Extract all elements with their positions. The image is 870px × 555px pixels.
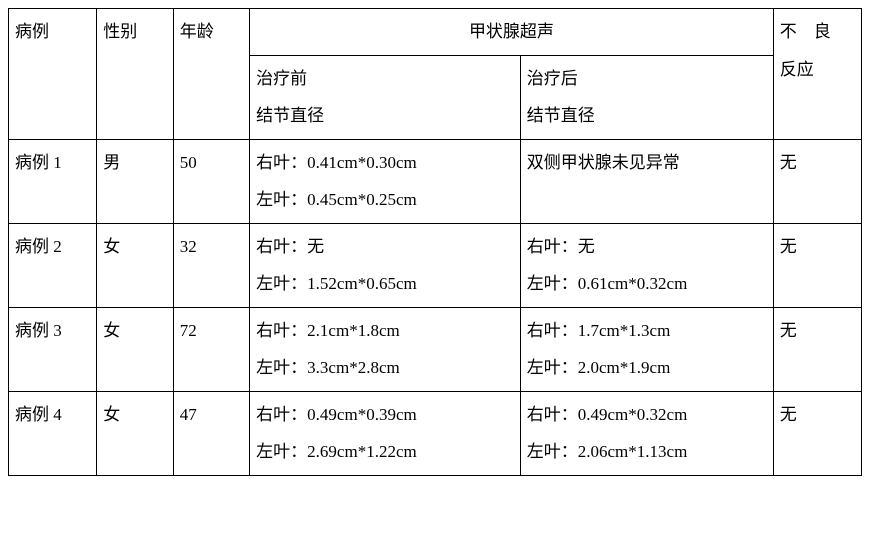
cell-age: 47 xyxy=(173,391,249,475)
header-adverse-line2: 反应 xyxy=(780,57,855,83)
cell-sex: 女 xyxy=(97,223,173,307)
cell-before: 右叶：2.1cm*1.8cm 左叶：3.3cm*2.8cm xyxy=(250,307,521,391)
header-after: 治疗后 结节直径 xyxy=(520,55,773,139)
cell-age: 50 xyxy=(173,139,249,223)
header-ultrasound: 甲状腺超声 xyxy=(250,9,774,56)
table-row: 病例 4 女 47 右叶：0.49cm*0.39cm 左叶：2.69cm*1.2… xyxy=(9,391,862,475)
cell-after-right: 右叶：无 xyxy=(527,234,767,260)
cell-after-left: 左叶：2.0cm*1.9cm xyxy=(527,355,767,381)
cell-before-left: 左叶：1.52cm*0.65cm xyxy=(256,271,514,297)
header-adverse-line1: 不 良 xyxy=(780,19,855,45)
cell-before-right: 右叶：无 xyxy=(256,234,514,260)
header-age: 年龄 xyxy=(173,9,249,140)
cell-after-left: 左叶：0.61cm*0.32cm xyxy=(527,271,767,297)
cell-age: 32 xyxy=(173,223,249,307)
cell-adverse: 无 xyxy=(773,223,861,307)
cell-case: 病例 1 xyxy=(9,139,97,223)
cell-after-left: 左叶：2.06cm*1.13cm xyxy=(527,439,767,465)
table-row: 病例 3 女 72 右叶：2.1cm*1.8cm 左叶：3.3cm*2.8cm … xyxy=(9,307,862,391)
cell-before-left: 左叶：2.69cm*1.22cm xyxy=(256,439,514,465)
cell-adverse: 无 xyxy=(773,139,861,223)
cell-after: 右叶：1.7cm*1.3cm 左叶：2.0cm*1.9cm xyxy=(520,307,773,391)
header-before-line2: 结节直径 xyxy=(256,103,514,129)
cell-age: 72 xyxy=(173,307,249,391)
header-sex: 性别 xyxy=(97,9,173,140)
cell-after: 右叶：0.49cm*0.32cm 左叶：2.06cm*1.13cm xyxy=(520,391,773,475)
cell-before-right: 右叶：2.1cm*1.8cm xyxy=(256,318,514,344)
header-adverse: 不 良 反应 xyxy=(773,9,861,140)
cell-before-right: 右叶：0.49cm*0.39cm xyxy=(256,402,514,428)
cell-after-right: 右叶：1.7cm*1.3cm xyxy=(527,318,767,344)
header-before-line1: 治疗前 xyxy=(256,66,514,92)
header-after-line1: 治疗后 xyxy=(527,66,767,92)
cell-before-left: 左叶：3.3cm*2.8cm xyxy=(256,355,514,381)
header-row-1: 病例 性别 年龄 甲状腺超声 不 良 反应 xyxy=(9,9,862,56)
cell-sex: 女 xyxy=(97,391,173,475)
cell-adverse: 无 xyxy=(773,307,861,391)
table-row: 病例 1 男 50 右叶：0.41cm*0.30cm 左叶：0.45cm*0.2… xyxy=(9,139,862,223)
cell-before: 右叶：0.41cm*0.30cm 左叶：0.45cm*0.25cm xyxy=(250,139,521,223)
cell-after-right: 右叶：0.49cm*0.32cm xyxy=(527,402,767,428)
cell-sex: 男 xyxy=(97,139,173,223)
cell-case: 病例 4 xyxy=(9,391,97,475)
cell-case: 病例 3 xyxy=(9,307,97,391)
cell-before: 右叶：无 左叶：1.52cm*0.65cm xyxy=(250,223,521,307)
cell-sex: 女 xyxy=(97,307,173,391)
header-before: 治疗前 结节直径 xyxy=(250,55,521,139)
header-case: 病例 xyxy=(9,9,97,140)
cell-adverse: 无 xyxy=(773,391,861,475)
cell-case: 病例 2 xyxy=(9,223,97,307)
cell-after: 双侧甲状腺未见异常 xyxy=(520,139,773,223)
cell-before-right: 右叶：0.41cm*0.30cm xyxy=(256,150,514,176)
cell-after-right: 双侧甲状腺未见异常 xyxy=(527,150,767,176)
header-after-line2: 结节直径 xyxy=(527,103,767,129)
cell-before: 右叶：0.49cm*0.39cm 左叶：2.69cm*1.22cm xyxy=(250,391,521,475)
clinical-data-table: 病例 性别 年龄 甲状腺超声 不 良 反应 治疗前 结节直径 治疗后 结节直径 … xyxy=(8,8,862,476)
table-row: 病例 2 女 32 右叶：无 左叶：1.52cm*0.65cm 右叶：无 左叶：… xyxy=(9,223,862,307)
cell-after: 右叶：无 左叶：0.61cm*0.32cm xyxy=(520,223,773,307)
cell-before-left: 左叶：0.45cm*0.25cm xyxy=(256,187,514,213)
